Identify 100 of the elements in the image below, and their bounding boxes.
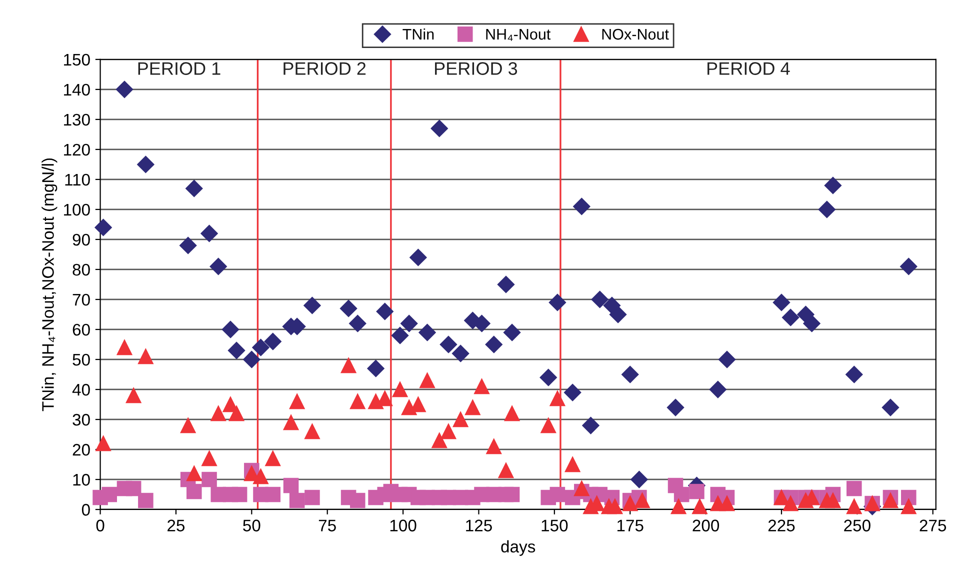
y-axis-title: TNin, NH₄-Nout,NOx-Nout (mgN/l) bbox=[42, 158, 58, 412]
point bbox=[772, 294, 790, 312]
point bbox=[692, 498, 708, 514]
point bbox=[846, 498, 862, 514]
point bbox=[304, 490, 320, 506]
point bbox=[116, 340, 132, 356]
point bbox=[289, 492, 305, 508]
y-tick-label: 30 bbox=[72, 414, 90, 426]
point bbox=[265, 450, 280, 466]
point bbox=[582, 416, 600, 434]
point bbox=[452, 412, 468, 428]
point bbox=[504, 486, 520, 502]
point bbox=[202, 450, 217, 466]
y-tick-label: 60 bbox=[72, 324, 90, 336]
point bbox=[432, 432, 448, 448]
point bbox=[609, 306, 627, 324]
point bbox=[622, 366, 639, 384]
point bbox=[882, 492, 898, 508]
point bbox=[622, 496, 638, 512]
point bbox=[634, 492, 650, 508]
legend-label: TNin bbox=[402, 28, 434, 40]
x-tick-label: 275 bbox=[920, 520, 946, 532]
point bbox=[666, 398, 684, 416]
point bbox=[430, 120, 448, 137]
point bbox=[202, 472, 217, 488]
point bbox=[228, 406, 244, 422]
point bbox=[452, 344, 470, 362]
point bbox=[410, 248, 427, 266]
point bbox=[243, 350, 260, 368]
point bbox=[367, 360, 384, 378]
point bbox=[252, 338, 270, 356]
x-tick-label: 75 bbox=[318, 520, 336, 532]
x-tick-label: 100 bbox=[390, 520, 416, 532]
x-tick-label: 0 bbox=[96, 520, 104, 532]
point bbox=[503, 324, 521, 342]
point bbox=[210, 258, 227, 276]
y-tick-label: 140 bbox=[64, 84, 90, 96]
x-tick-label: 175 bbox=[617, 520, 644, 532]
point bbox=[574, 480, 590, 496]
point bbox=[486, 438, 502, 454]
y-tick-label: 10 bbox=[73, 474, 90, 486]
x-tick-label: 200 bbox=[692, 520, 720, 532]
point bbox=[400, 314, 418, 332]
point bbox=[126, 480, 142, 496]
x-tick-label: 25 bbox=[168, 520, 185, 532]
point bbox=[474, 378, 490, 394]
point bbox=[126, 388, 142, 404]
point bbox=[186, 484, 202, 500]
y-tick-label: 80 bbox=[72, 264, 90, 276]
point bbox=[719, 496, 735, 512]
point bbox=[825, 492, 841, 508]
point bbox=[548, 294, 566, 312]
point bbox=[304, 424, 320, 440]
point bbox=[350, 394, 366, 410]
y-tick-label: 130 bbox=[64, 114, 90, 126]
point bbox=[350, 492, 366, 508]
y-tick-label: 90 bbox=[72, 234, 90, 246]
point bbox=[440, 424, 456, 440]
point bbox=[846, 366, 863, 384]
point bbox=[540, 368, 557, 386]
point bbox=[138, 492, 154, 508]
point bbox=[376, 302, 394, 320]
annotation: PERIOD 3 bbox=[435, 62, 518, 75]
point bbox=[882, 398, 900, 416]
point bbox=[674, 486, 690, 502]
point bbox=[102, 486, 117, 502]
annotation: PERIOD 2 bbox=[284, 62, 366, 75]
point bbox=[670, 498, 686, 514]
point bbox=[564, 384, 582, 402]
y-tick-label: 0 bbox=[82, 504, 90, 516]
legend-label: NH₄-Nout bbox=[486, 29, 551, 41]
point bbox=[289, 394, 305, 410]
point bbox=[200, 224, 218, 242]
point bbox=[222, 320, 240, 338]
y-tick-label: 50 bbox=[72, 354, 90, 366]
point bbox=[340, 358, 356, 374]
point bbox=[782, 308, 800, 326]
point bbox=[253, 468, 268, 484]
point bbox=[718, 350, 736, 368]
annotation: PERIOD 1 bbox=[138, 62, 220, 75]
point bbox=[180, 236, 197, 254]
point bbox=[824, 176, 842, 194]
point bbox=[304, 296, 321, 314]
point bbox=[550, 486, 566, 502]
point bbox=[137, 156, 154, 173]
point bbox=[410, 396, 426, 412]
y-tick-label: 150 bbox=[64, 54, 90, 66]
x-tick-label: 150 bbox=[542, 520, 568, 532]
y-tick-label: 20 bbox=[72, 444, 90, 456]
point bbox=[392, 382, 408, 398]
point bbox=[283, 414, 299, 430]
point bbox=[420, 372, 435, 388]
x-tick-label: 225 bbox=[768, 520, 795, 532]
point bbox=[797, 306, 814, 324]
point bbox=[564, 456, 580, 472]
point bbox=[498, 462, 514, 478]
point bbox=[186, 466, 202, 482]
point bbox=[485, 336, 502, 354]
point bbox=[803, 314, 820, 332]
point bbox=[186, 180, 203, 197]
